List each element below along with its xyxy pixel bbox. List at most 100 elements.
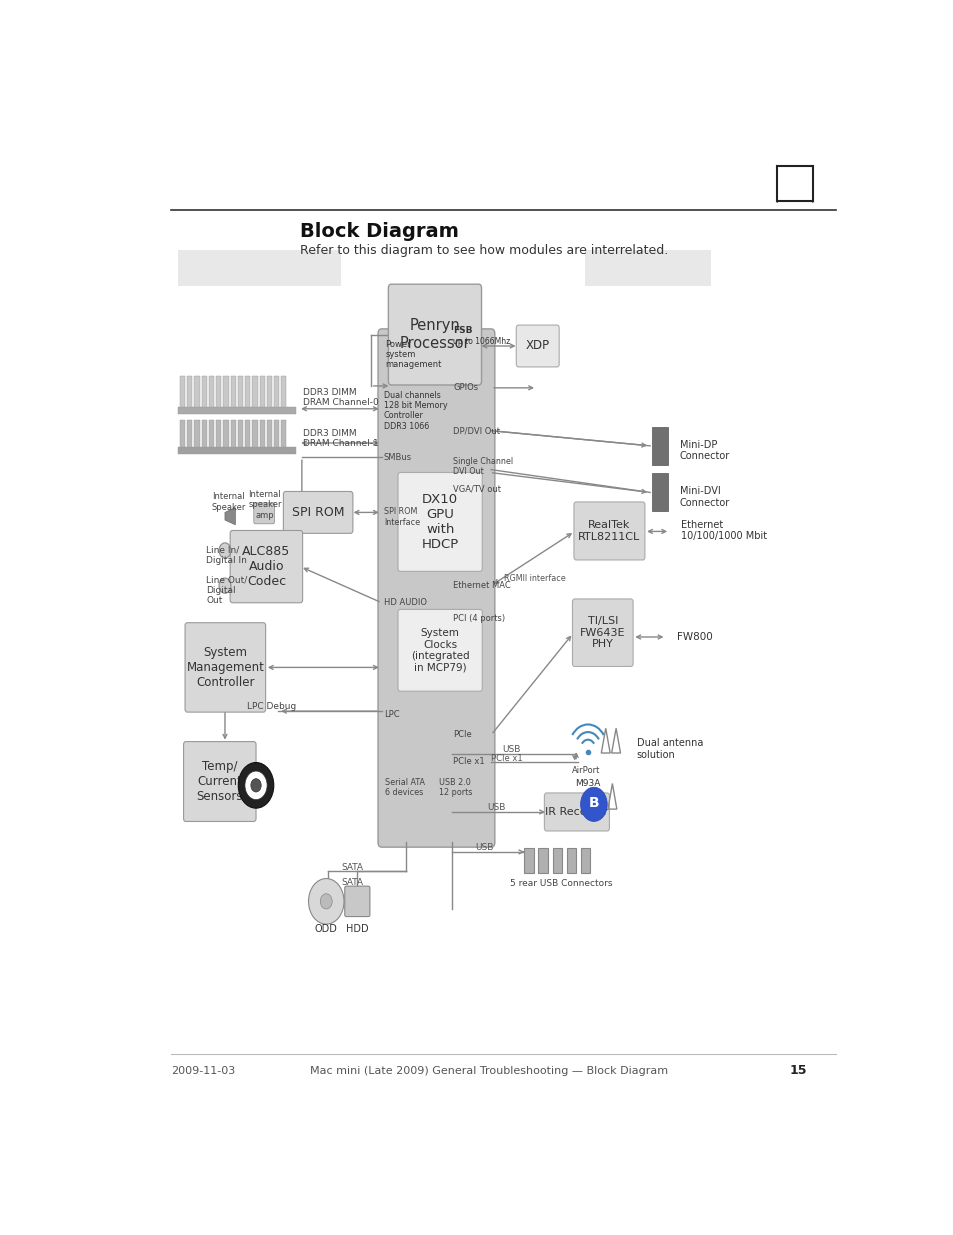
Bar <box>187 420 193 448</box>
Bar <box>552 848 561 873</box>
Text: Mini-DP
Connector: Mini-DP Connector <box>679 440 729 462</box>
Circle shape <box>251 779 261 792</box>
Text: SATA: SATA <box>341 862 363 872</box>
FancyBboxPatch shape <box>397 473 482 572</box>
Bar <box>651 473 667 511</box>
Circle shape <box>238 762 274 808</box>
Polygon shape <box>225 508 235 525</box>
Text: DDR3 DIMM
DRAM Channel-0: DDR3 DIMM DRAM Channel-0 <box>302 388 378 408</box>
Bar <box>524 848 534 873</box>
Circle shape <box>308 878 344 924</box>
Text: Line In/
Digital In: Line In/ Digital In <box>206 546 247 564</box>
Text: up to 1066Mhz: up to 1066Mhz <box>453 337 510 346</box>
Bar <box>223 420 229 448</box>
Bar <box>267 420 272 448</box>
FancyBboxPatch shape <box>572 599 633 667</box>
Bar <box>252 377 257 409</box>
Text: PCIe x1: PCIe x1 <box>453 757 484 766</box>
Text: GPIOs: GPIOs <box>453 383 478 393</box>
Text: Line Out/
Digital
Out: Line Out/ Digital Out <box>206 576 248 605</box>
Circle shape <box>219 543 231 558</box>
Text: Internal
Speaker: Internal Speaker <box>212 493 246 511</box>
FancyBboxPatch shape <box>183 741 255 821</box>
Bar <box>537 848 547 873</box>
FancyBboxPatch shape <box>253 503 274 524</box>
Bar <box>216 420 221 448</box>
FancyBboxPatch shape <box>574 501 644 559</box>
Text: FW800: FW800 <box>677 632 713 642</box>
Bar <box>584 249 710 287</box>
Circle shape <box>320 894 332 909</box>
Circle shape <box>245 771 267 799</box>
Bar <box>231 377 235 409</box>
Text: PCIe x1: PCIe x1 <box>491 755 522 763</box>
Text: XDP: XDP <box>525 340 549 352</box>
Bar <box>177 406 295 415</box>
Text: ALC885
Audio
Codec: ALC885 Audio Codec <box>242 545 291 588</box>
Text: PCI (4 ports): PCI (4 ports) <box>453 615 505 624</box>
Text: Serial ATA
6 devices: Serial ATA 6 devices <box>385 778 425 797</box>
Bar <box>245 377 250 409</box>
Bar <box>777 167 812 201</box>
Text: System
Management
Controller: System Management Controller <box>186 646 264 689</box>
Text: HD AUDIO: HD AUDIO <box>383 598 427 608</box>
Text: USB: USB <box>501 745 519 753</box>
Bar <box>237 377 243 409</box>
Bar <box>259 377 265 409</box>
Text: SPI ROM
Interface: SPI ROM Interface <box>383 508 419 527</box>
Bar <box>194 420 199 448</box>
Bar <box>237 420 243 448</box>
Text: USB: USB <box>475 842 493 852</box>
Text: HDD: HDD <box>346 924 368 934</box>
Bar <box>209 377 213 409</box>
Bar <box>259 420 265 448</box>
Text: VGA/TV out: VGA/TV out <box>453 484 501 493</box>
Bar <box>177 447 295 454</box>
Bar <box>267 377 272 409</box>
Text: B: B <box>588 797 598 810</box>
Text: Single Channel
DVI Out: Single Channel DVI Out <box>453 457 513 477</box>
Text: Ethernet
10/100/1000 Mbit: Ethernet 10/100/1000 Mbit <box>680 520 766 541</box>
Bar <box>209 420 213 448</box>
Bar <box>281 377 286 409</box>
Text: 5 rear USB Connectors: 5 rear USB Connectors <box>510 879 612 888</box>
Text: USB: USB <box>487 803 505 811</box>
Text: 15: 15 <box>788 1065 806 1077</box>
Text: Block Diagram: Block Diagram <box>300 222 458 241</box>
Bar <box>216 377 221 409</box>
Circle shape <box>580 787 607 821</box>
Text: Power
system
management: Power system management <box>385 340 441 369</box>
Text: SATA: SATA <box>341 878 363 887</box>
FancyBboxPatch shape <box>185 622 265 713</box>
Bar <box>281 420 286 448</box>
Text: RealTek
RTL8211CL: RealTek RTL8211CL <box>578 520 639 542</box>
Text: TI/LSI
FW643E
PHY: TI/LSI FW643E PHY <box>579 616 625 650</box>
Bar <box>187 377 193 409</box>
Circle shape <box>219 578 231 593</box>
FancyBboxPatch shape <box>283 492 353 534</box>
Text: Mini-DVI
Connector: Mini-DVI Connector <box>679 487 729 508</box>
Bar <box>201 377 207 409</box>
Bar <box>274 377 279 409</box>
Bar <box>231 420 235 448</box>
Bar <box>194 377 199 409</box>
Bar <box>201 420 207 448</box>
Text: PCIe: PCIe <box>453 730 472 740</box>
Bar <box>178 249 341 287</box>
Text: Dual channels
128 bit Memory
Controller
DDR3 1066: Dual channels 128 bit Memory Controller … <box>383 390 447 431</box>
Text: Mac mini (Late 2009) General Troubleshooting — Block Diagram: Mac mini (Late 2009) General Troubleshoo… <box>310 1066 667 1076</box>
Text: LPC Debug: LPC Debug <box>247 701 296 711</box>
FancyBboxPatch shape <box>397 609 482 692</box>
Text: Ethernet MAC: Ethernet MAC <box>453 582 511 590</box>
Bar <box>252 420 257 448</box>
Text: IR Receiver: IR Receiver <box>545 806 608 818</box>
Text: Temp/
Current
Sensors: Temp/ Current Sensors <box>196 760 243 803</box>
Bar <box>566 848 576 873</box>
Text: SPI ROM: SPI ROM <box>292 506 344 519</box>
Text: Penryn
Processor: Penryn Processor <box>399 319 470 351</box>
Text: System
Clocks
(integrated
in MCP79): System Clocks (integrated in MCP79) <box>411 627 469 673</box>
Bar <box>223 377 229 409</box>
Text: DDR3 DIMM
DRAM Channel-1: DDR3 DIMM DRAM Channel-1 <box>302 429 378 448</box>
Text: RGMII interface: RGMII interface <box>503 573 565 583</box>
Text: Dual antenna
solution: Dual antenna solution <box>637 739 702 760</box>
